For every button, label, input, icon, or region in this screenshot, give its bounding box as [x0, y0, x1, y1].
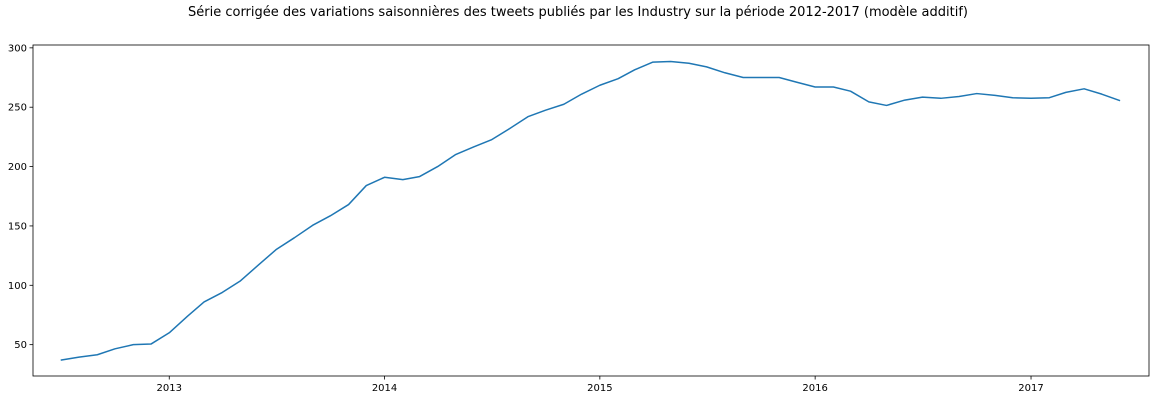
y-tick-label: 250: [8, 103, 27, 114]
chart-title: Série corrigée des variations saisonnièr…: [188, 5, 968, 20]
x-axis: 2013 2014 2015 2016 2017: [157, 376, 1044, 394]
y-tick-label: 50: [14, 340, 27, 351]
y-tick-label: 150: [8, 221, 27, 232]
y-tick-label: 300: [8, 43, 27, 54]
plot-frame: [32, 44, 1150, 377]
y-tick-label: 200: [8, 162, 27, 173]
series-line-0: [60, 60, 1121, 361]
y-axis: 50 100 150 200 250 300: [8, 43, 33, 351]
x-tick-label: 2015: [587, 383, 612, 394]
x-tick-label: 2014: [372, 383, 397, 394]
line-series-layer: [60, 60, 1121, 361]
plot-area: [32, 44, 1150, 377]
y-tick-label: 100: [8, 281, 27, 292]
x-tick-label: 2013: [157, 383, 182, 394]
x-tick-label: 2017: [1018, 383, 1043, 394]
x-tick-label: 2016: [802, 383, 827, 394]
